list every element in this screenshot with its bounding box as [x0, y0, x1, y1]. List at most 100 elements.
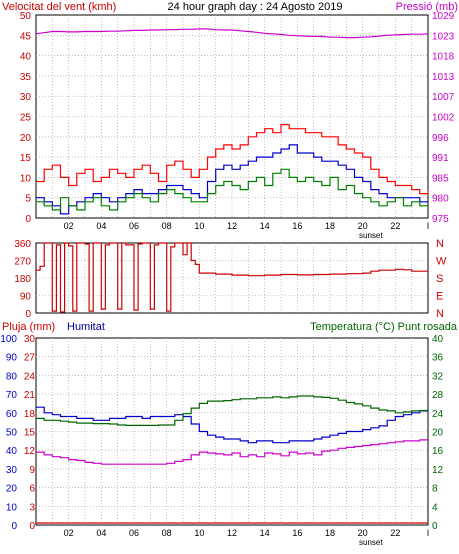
x-tick-label: 12 [227, 528, 237, 538]
y-right-tick-label: 996 [432, 133, 449, 144]
y-rain-tick-label: 27 [24, 353, 36, 364]
compass-label: E [436, 291, 443, 303]
y-humidity-tick-label: 70 [6, 390, 18, 401]
y-humidity-tick-label: 20 [6, 484, 18, 495]
rain-axis-title: Pluja (mm) [2, 321, 55, 333]
x-tick-label: 04 [96, 221, 106, 231]
x-tick-label: 22 [390, 221, 400, 231]
y-humidity-tick-label: 60 [6, 409, 18, 420]
y-left-tick-label: 360 [14, 239, 31, 250]
x-tick-label: 16 [292, 528, 302, 538]
y-left-tick-label: 5 [25, 194, 31, 205]
y-right-tick-label: 36 [432, 353, 444, 364]
x-tick-label: 12 [227, 221, 237, 231]
series-line-average [36, 144, 428, 215]
x-tick-label: 06 [129, 528, 139, 538]
y-left-tick-label: 45 [20, 31, 32, 42]
y-humidity-tick-label: 10 [6, 502, 18, 513]
x-tick-label: 22 [390, 528, 400, 538]
x-tick-label: 16 [292, 221, 302, 231]
series-line-temperature [36, 395, 429, 426]
y-right-tick-label: 1023 [432, 31, 455, 42]
y-right-tick-label: 0 [432, 521, 438, 532]
y-right-tick-label: 1029 [432, 11, 455, 22]
x-tick-label: 14 [260, 221, 270, 231]
series-line-humidity [36, 406, 429, 444]
y-right-tick-label: 8 [432, 484, 438, 495]
x-tick-label: 02 [64, 528, 74, 538]
y-rain-tick-label: 6 [29, 484, 35, 495]
y-right-tick-label: 975 [432, 214, 449, 225]
y-left-tick-label: 0 [25, 214, 31, 225]
x-tick-label: 14 [260, 528, 270, 538]
x-tick-label: l [427, 528, 429, 538]
y-right-tick-label: 1018 [432, 52, 455, 63]
y-rain-tick-label: 30 [24, 334, 36, 345]
x-tick-label: l [427, 221, 429, 231]
y-humidity-tick-label: 50 [6, 428, 18, 439]
x-tick-label: 08 [162, 528, 172, 538]
y-left-tick-label: 25 [20, 113, 32, 124]
y-left-tick-label: 30 [20, 92, 32, 103]
y-rain-tick-label: 15 [24, 428, 36, 439]
x-tick-label: 18 [325, 221, 335, 231]
x-tick-label: 06 [129, 221, 139, 231]
y-left-tick-label: 15 [20, 153, 32, 164]
series-line-pressure [35, 28, 429, 39]
y-humidity-tick-label: 100 [0, 334, 17, 345]
y-humidity-tick-label: 40 [6, 446, 18, 457]
y-right-tick-label: 32 [432, 371, 444, 382]
x-tick-label: 08 [162, 221, 172, 231]
y-rain-tick-label: 12 [24, 446, 36, 457]
y-humidity-tick-label: 0 [11, 521, 17, 532]
compass-label: W [436, 256, 447, 268]
x-tick-label: 20 [358, 528, 368, 538]
y-right-tick-label: 1002 [432, 113, 455, 124]
series-line-dew_point [36, 439, 428, 465]
y-left-tick-label: 90 [20, 292, 32, 303]
x-tick-label: 10 [194, 528, 204, 538]
chart-title: 24 hour graph day : 24 Agosto 2019 [168, 1, 343, 13]
y-rain-tick-label: 0 [29, 521, 35, 532]
y-left-tick-label: 270 [14, 257, 31, 268]
y-rain-tick-label: 18 [24, 409, 36, 420]
x-tick-label: 20 [358, 221, 368, 231]
y-right-tick-label: 24 [432, 409, 444, 420]
y-left-tick-label: 40 [20, 52, 32, 63]
series-line-direction [36, 242, 429, 313]
x-annotation: sunset [359, 231, 383, 240]
x-tick-label: 18 [325, 528, 335, 538]
y-left-tick-label: 20 [20, 133, 32, 144]
y-right-tick-label: 16 [432, 446, 444, 457]
y-right-tick-label: 985 [432, 173, 449, 184]
x-tick-label: 10 [194, 221, 204, 231]
y-right-tick-label: 980 [432, 194, 449, 205]
y-right-axis-title: Pressió (mb) [396, 1, 458, 13]
compass-label: N [436, 238, 444, 250]
y-left-tick-label: 0 [25, 309, 31, 320]
y-rain-tick-label: 9 [29, 465, 35, 476]
y-rain-tick-label: 21 [24, 390, 36, 401]
y-right-tick-label: 1013 [432, 72, 455, 83]
temperature-axis-title: Temperatura (°C) Punt rosada [310, 321, 458, 333]
y-right-tick-label: 991 [432, 153, 449, 164]
y-right-tick-label: 1007 [432, 92, 455, 103]
y-left-tick-label: 10 [20, 173, 32, 184]
y-rain-tick-label: 24 [24, 371, 36, 382]
humidity-axis-title: Humitat [67, 321, 105, 333]
y-humidity-tick-label: 80 [6, 371, 18, 382]
y-left-tick-label: 180 [14, 274, 31, 285]
compass-label: N [436, 308, 444, 320]
y-left-tick-label: 50 [20, 11, 32, 22]
x-tick-label: 04 [96, 528, 106, 538]
y-right-tick-label: 40 [432, 334, 444, 345]
y-left-axis-title: Velocitat del vent (kmh) [2, 1, 116, 13]
y-humidity-tick-label: 90 [6, 353, 18, 364]
y-left-tick-label: 35 [20, 72, 32, 83]
y-right-tick-label: 4 [432, 502, 438, 513]
y-right-tick-label: 12 [432, 465, 444, 476]
series-line-gust [36, 124, 429, 195]
y-right-tick-label: 20 [432, 428, 444, 439]
